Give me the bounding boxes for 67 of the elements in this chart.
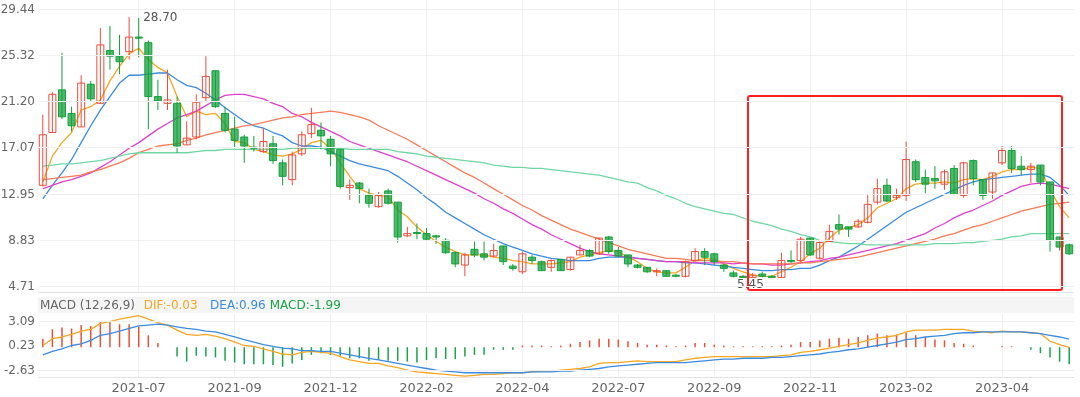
candlestick — [460, 252, 469, 277]
candlestick — [796, 236, 805, 263]
candlestick — [38, 114, 47, 187]
candlestick — [307, 107, 316, 139]
candlestick — [499, 245, 508, 266]
series-label: DEA:0.96 — [210, 298, 266, 312]
candlestick — [978, 179, 987, 201]
x-tick-label: 2023-04 — [974, 379, 1030, 395]
x-tick-label: 2021-07 — [111, 379, 166, 395]
y-tick-label: -2.63 — [3, 362, 35, 377]
candlestick — [528, 254, 537, 265]
chart-title: MACD (12,26,9) — [40, 298, 135, 312]
text: MACD:-1.99 — [269, 298, 341, 312]
candlestick — [988, 172, 997, 200]
candlestick — [153, 79, 162, 111]
candlestick — [269, 135, 278, 165]
candlestick — [316, 121, 325, 150]
candlestick — [96, 27, 105, 104]
y-tick-label: 0.23 — [8, 338, 35, 353]
candlestick — [1026, 162, 1035, 184]
candlestick — [201, 55, 210, 102]
candlestick — [547, 258, 556, 273]
x-tick-label: 2022-11 — [783, 379, 838, 395]
y-tick-label: 25.32 — [0, 47, 35, 62]
series-label: DIF:-0.03 — [143, 298, 198, 312]
y-tick-label: 29.44 — [0, 1, 35, 16]
candlestick — [364, 188, 373, 209]
candlestick — [691, 247, 700, 263]
x-tick-label: 2022-04 — [495, 379, 550, 395]
candlestick — [969, 158, 978, 186]
candlestick — [48, 91, 57, 134]
x-tick-label: 2022-02 — [399, 379, 454, 395]
candlestick — [297, 130, 306, 157]
candlestick — [134, 17, 143, 58]
y-tick-label: 12.95 — [0, 186, 35, 201]
candlestick — [940, 169, 949, 191]
candlestick — [518, 251, 527, 275]
candlestick — [278, 158, 287, 186]
x-tick-label: 2023-02 — [878, 379, 934, 395]
candlestick — [873, 178, 882, 205]
x-tick-label: 2021-09 — [207, 379, 262, 395]
candlestick — [998, 145, 1007, 166]
candlestick — [259, 127, 268, 154]
candlestick — [163, 69, 172, 111]
y-tick-label: 4.71 — [8, 279, 35, 294]
line-series — [42, 323, 1070, 374]
candlestick — [77, 74, 86, 128]
y-tick-label: 8.83 — [8, 233, 35, 247]
candlestick — [288, 151, 297, 186]
x-tick-label: 2021-12 — [303, 379, 358, 395]
candlestick — [777, 252, 786, 278]
x-tick-label: 2022-07 — [591, 379, 646, 395]
line-series — [42, 315, 1070, 377]
candlestick — [863, 193, 872, 224]
candlestick — [959, 161, 968, 199]
candlestick — [86, 80, 95, 102]
candlestick — [930, 165, 939, 190]
candlestick — [787, 249, 796, 264]
y-tick-label: 3.09 — [8, 313, 35, 328]
candlestick — [575, 244, 584, 256]
x-tick-label: 2022-09 — [687, 379, 742, 395]
candlestick — [345, 179, 354, 201]
y-tick-label: 17.07 — [0, 140, 35, 155]
y-tick-label: 21.20 — [0, 94, 35, 109]
candlestick — [125, 16, 134, 61]
candlestick — [566, 256, 575, 272]
annotation: 28.70 — [143, 9, 178, 24]
